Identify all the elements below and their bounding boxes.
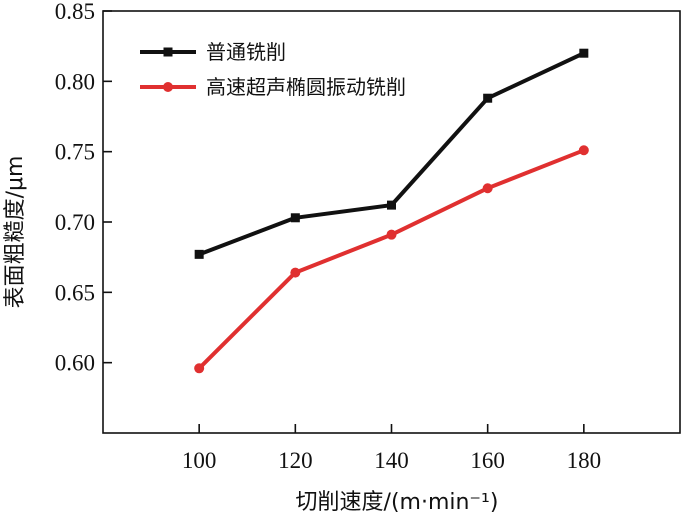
legend-marker [163,82,173,92]
y-axis: 0.60 0.65 0.70 0.75 0.80 0.85 [55,0,112,376]
data-point [579,48,589,58]
y-tick-label: 0.75 [55,140,95,165]
x-tick-label: 180 [567,448,602,473]
y-tick-label: 0.65 [55,280,95,305]
y-tick-label: 0.80 [55,69,95,94]
series-1 [194,48,589,259]
series-layer [194,48,589,374]
data-point [194,363,205,374]
y-tick-label: 0.60 [55,351,95,376]
legend-marker [163,47,173,57]
x-tick-label: 160 [470,448,505,473]
data-point [578,145,589,156]
legend-item: 普通铣削 [140,40,286,64]
data-point [387,200,396,210]
x-axis-title: 切削速度/(m·min⁻¹) [296,490,499,515]
data-point [483,93,493,103]
series-line [197,148,585,370]
y-tick-label: 0.70 [55,210,95,235]
legend-label: 普通铣削 [206,40,286,64]
data-point [290,267,301,278]
legend-label: 高速超声椭圆振动铣削 [206,75,406,99]
y-tick-label: 0.85 [55,0,95,24]
series-2 [194,145,589,374]
data-point [290,213,300,223]
x-tick-label: 100 [182,448,217,473]
data-point [194,249,204,259]
data-point [386,229,397,240]
x-tick-label: 140 [374,448,409,473]
y-axis-title: 表面粗糙度/μm [3,156,28,309]
x-axis: 100 120 140 160 180 [182,424,601,473]
legend-item: 高速超声椭圆振动铣削 [140,75,406,99]
x-tick-label: 120 [278,448,313,473]
data-point [482,183,493,194]
